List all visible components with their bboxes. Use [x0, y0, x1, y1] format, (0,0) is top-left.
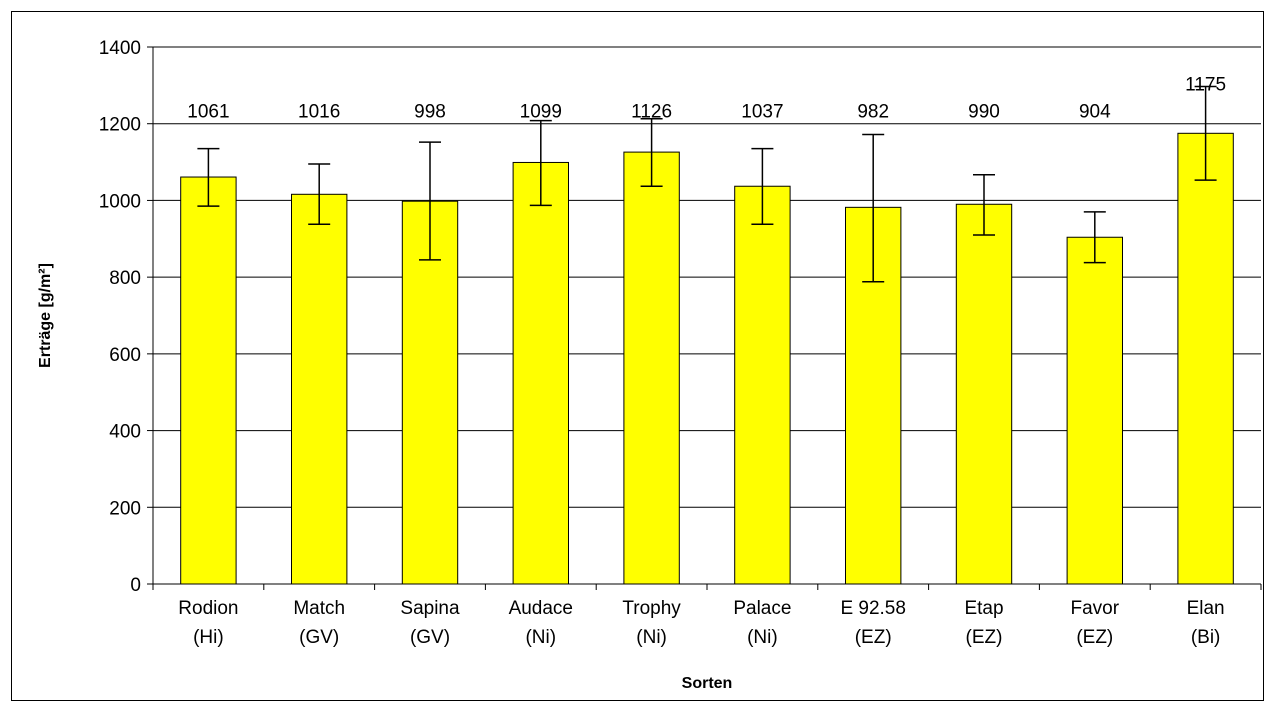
- data-labels: 1061 1016 998 1099 1126 1037 982 990 904 1175: [187, 74, 1226, 122]
- x-tick-label: (Bi): [1191, 627, 1221, 648]
- x-axis-title: Sorten: [682, 675, 733, 692]
- bar: [401, 200, 459, 585]
- x-tick-label: Favor: [1071, 598, 1120, 619]
- x-tick-label: (EZ): [855, 627, 892, 648]
- x-tick-label: Elan: [1187, 598, 1225, 619]
- data-label: 1175: [1185, 74, 1226, 95]
- x-tick-label: Rodion: [178, 598, 238, 619]
- bar: [1066, 236, 1123, 585]
- bar: [955, 203, 1013, 585]
- bar: [512, 161, 570, 585]
- data-label: 1099: [520, 102, 562, 123]
- bars: [180, 132, 1234, 585]
- data-label: 904: [1079, 102, 1111, 123]
- bar: [1177, 132, 1234, 585]
- bar: [180, 176, 237, 585]
- x-tick-label: Etap: [964, 598, 1003, 619]
- x-tick-label: Palace: [733, 598, 791, 619]
- x-tick-label: (GV): [299, 627, 339, 648]
- y-tick-label: 600: [109, 345, 141, 366]
- x-tick-label: (Ni): [636, 627, 667, 648]
- bar: [291, 193, 348, 585]
- data-label: 1016: [298, 102, 340, 123]
- x-tick-label: Sapina: [400, 598, 460, 619]
- x-tick-label: Audace: [509, 598, 573, 619]
- data-label: 982: [857, 102, 889, 123]
- data-label: 990: [968, 102, 1000, 123]
- y-tick-labels: 0 200 400 600 800 1000 1200 1400: [99, 38, 141, 596]
- x-tick-label: Trophy: [622, 598, 681, 619]
- data-label: 1126: [631, 102, 672, 123]
- y-tick-label: 1000: [99, 191, 141, 212]
- y-tick-label: 1200: [99, 115, 141, 136]
- y-tick-label: 400: [109, 422, 141, 443]
- y-tick-label: 1400: [99, 38, 141, 59]
- bar: [623, 151, 680, 585]
- x-tick-label: (EZ): [966, 627, 1003, 648]
- x-tick-label: (Ni): [747, 627, 778, 648]
- x-tick-label: (Ni): [525, 627, 556, 648]
- x-tick-label: E 92.58: [840, 598, 906, 619]
- y-axis-title: Erträge [g/m²]: [37, 263, 54, 368]
- chart-frame: 1061 1016 998 1099 1126 1037 982 990 904 1175 0 20…: [11, 11, 1264, 701]
- bar-chart: 1061 1016 998 1099 1126 1037 982 990 904 1175 0 20…: [37, 38, 1262, 692]
- error-bars: [197, 85, 1217, 283]
- y-tick-label: 800: [109, 268, 141, 289]
- x-category-labels: Rodion (Hi) Match (GV) Sapina (GV) Audace (Ni) T…: [178, 598, 1224, 648]
- data-label: 1061: [187, 102, 229, 123]
- data-label: 998: [414, 102, 446, 123]
- x-tick-label: (GV): [410, 627, 450, 648]
- y-tick-label: 200: [109, 498, 141, 519]
- y-tick-label: 0: [130, 575, 141, 596]
- x-tick-label: (EZ): [1076, 627, 1113, 648]
- x-tick-label: Match: [293, 598, 345, 619]
- bar: [734, 185, 791, 585]
- x-tick-label: (Hi): [193, 627, 224, 648]
- data-label: 1037: [741, 102, 783, 123]
